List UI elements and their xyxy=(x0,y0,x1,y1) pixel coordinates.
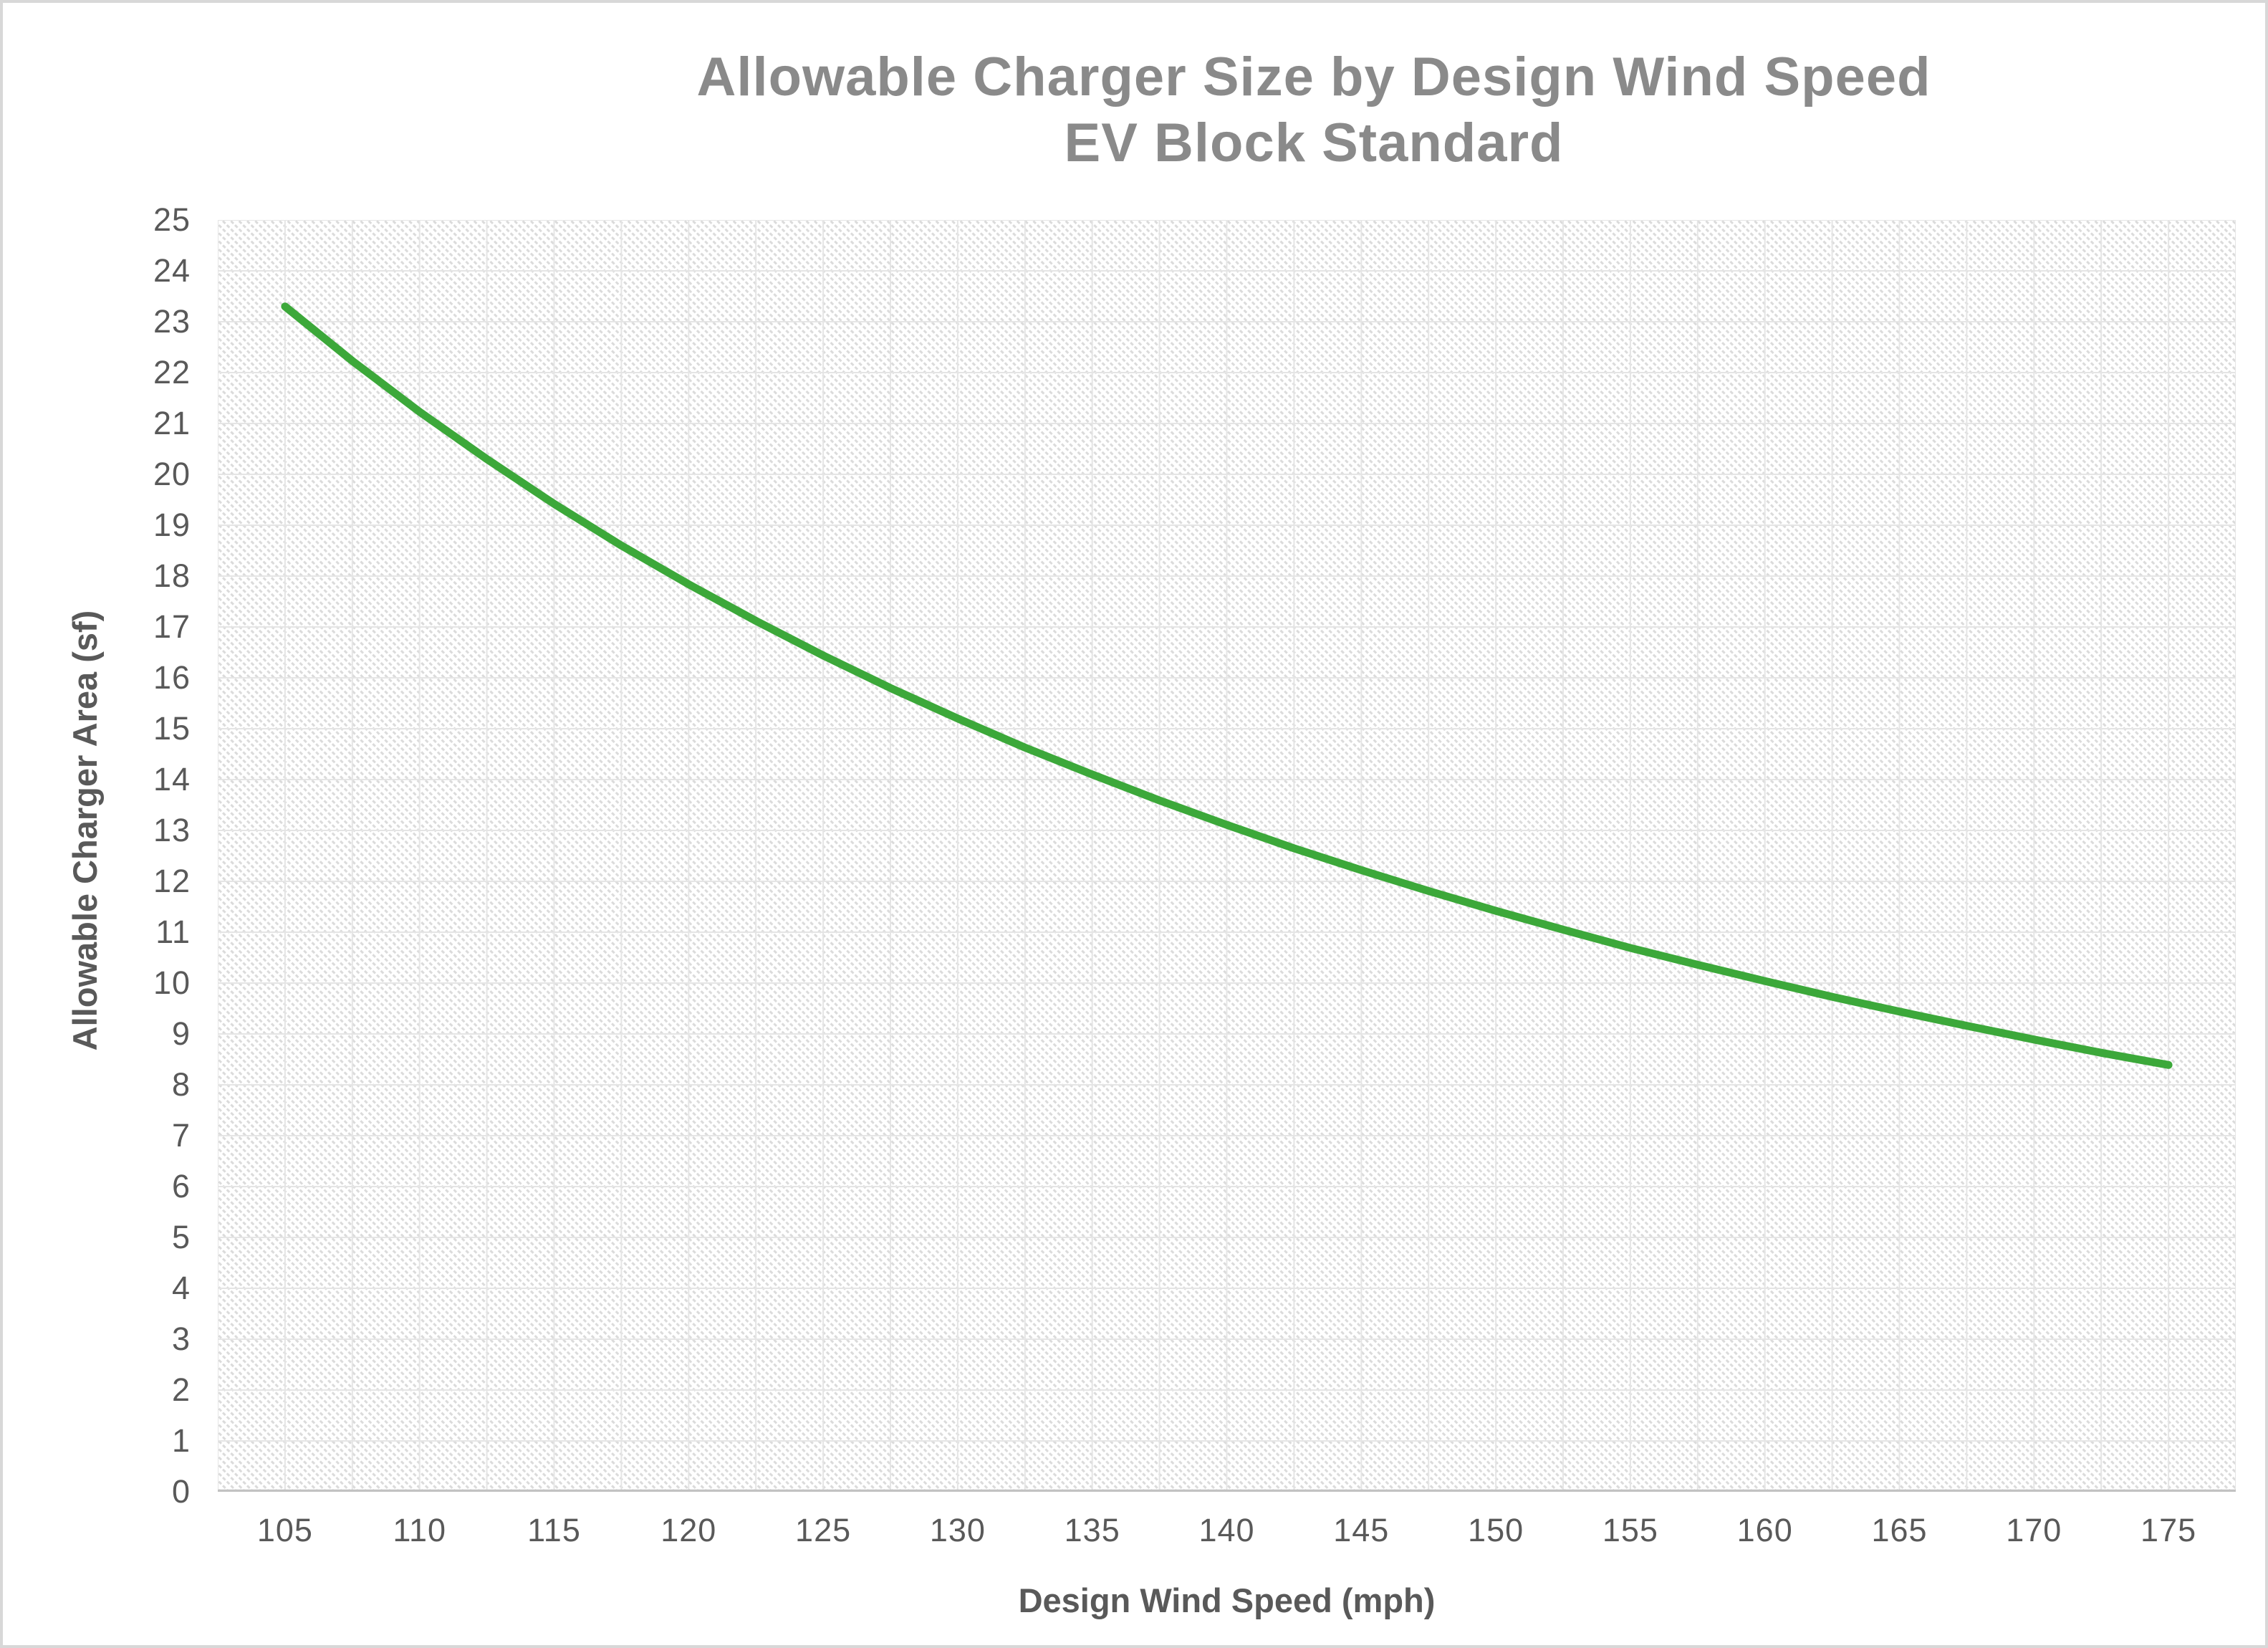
y-axis-tick-label: 22 xyxy=(153,354,191,391)
x-axis-tick-label: 110 xyxy=(393,1512,447,1548)
y-axis-tick-label: 24 xyxy=(153,252,191,289)
y-axis-tick-label: 4 xyxy=(171,1270,191,1306)
y-axis-tick-label: 23 xyxy=(153,303,191,340)
x-axis-tick-label: 135 xyxy=(1064,1512,1120,1548)
y-axis-title: Allowable Charger Area (sf) xyxy=(66,610,104,1051)
x-axis-tick-label: 115 xyxy=(527,1512,581,1548)
chart-subtitle: EV Block Standard xyxy=(1064,112,1564,173)
x-axis-tick-label: 175 xyxy=(2140,1512,2197,1548)
y-axis-tick-label: 20 xyxy=(153,456,191,492)
y-axis-tick-label: 14 xyxy=(153,761,191,797)
y-axis-tick-label: 8 xyxy=(171,1066,191,1103)
x-axis-tick-label: 145 xyxy=(1333,1512,1390,1548)
y-axis-tick-label: 16 xyxy=(153,659,191,696)
y-axis-tick-label: 11 xyxy=(155,914,191,950)
x-axis-tick-label: 105 xyxy=(256,1512,313,1548)
y-axis-tick-label: 19 xyxy=(153,507,191,543)
y-axis-tick-label: 1 xyxy=(171,1422,191,1459)
trend-line xyxy=(281,302,2173,1069)
y-axis-tick-label: 5 xyxy=(171,1219,191,1255)
y-axis-tick-label: 13 xyxy=(153,812,191,848)
chart-title-block: Allowable Charger Size by Design Wind Sp… xyxy=(332,44,2265,176)
x-axis-tick-label: 165 xyxy=(1871,1512,1928,1548)
y-axis-tick-label: 12 xyxy=(153,863,191,899)
y-axis-tick-label: 15 xyxy=(153,710,191,747)
y-axis-tick-label: 18 xyxy=(153,557,191,594)
x-axis-tick-label: 125 xyxy=(795,1512,852,1548)
x-axis-tick-label: 140 xyxy=(1198,1512,1255,1548)
y-axis-tick-label: 9 xyxy=(171,1015,191,1052)
y-axis-tick-label: 3 xyxy=(171,1321,191,1357)
x-axis-tick-label: 120 xyxy=(660,1512,717,1548)
x-axis-tick-label: 155 xyxy=(1602,1512,1658,1548)
chart-title: Allowable Charger Size by Design Wind Sp… xyxy=(696,47,1931,107)
y-axis-tick-label: 10 xyxy=(153,964,191,1001)
y-axis-tick-label: 25 xyxy=(153,201,191,238)
plot-area xyxy=(218,220,2236,1492)
y-axis-tick-label: 2 xyxy=(171,1371,191,1408)
y-axis-tick-label: 17 xyxy=(153,608,191,645)
x-axis-tick-label: 130 xyxy=(929,1512,986,1548)
y-axis-tick-label: 21 xyxy=(153,405,191,441)
x-axis-tick-label: 160 xyxy=(1736,1512,1793,1548)
x-axis-title: Design Wind Speed (mph) xyxy=(1018,1581,1436,1619)
y-axis-tick-label: 6 xyxy=(171,1168,191,1204)
y-axis-tick-label: 0 xyxy=(171,1473,191,1510)
x-axis-tick-label: 150 xyxy=(1468,1512,1524,1548)
x-axis-tick-label: 170 xyxy=(2006,1512,2062,1548)
y-axis-tick-label: 7 xyxy=(171,1117,191,1154)
